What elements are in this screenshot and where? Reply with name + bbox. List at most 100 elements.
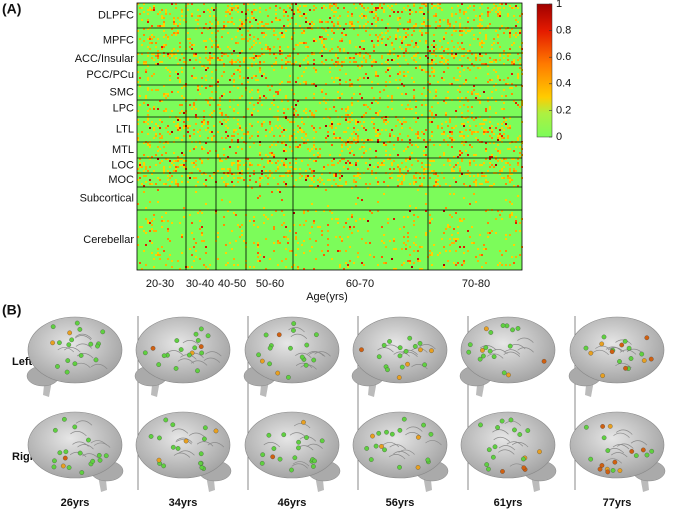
heatmap-cell (251, 77, 253, 79)
heatmap-cell (337, 28, 339, 30)
heatmap-cell (237, 146, 239, 148)
heatmap-cell (137, 139, 139, 141)
heatmap-cell (337, 17, 339, 19)
brain (351, 316, 448, 397)
heatmap-cell (355, 133, 357, 135)
heatmap-cell (227, 9, 229, 11)
heatmap-cell (265, 175, 267, 177)
heatmap-cell (175, 170, 177, 172)
heatmap-cell (513, 150, 515, 152)
heatmap-cell (369, 139, 371, 141)
heatmap-cell (487, 181, 489, 183)
heatmap-cell (377, 135, 379, 137)
heatmap-cell (443, 36, 445, 38)
node (50, 340, 55, 346)
heatmap-cell (257, 89, 259, 91)
heatmap-cell (431, 67, 433, 69)
heatmap-cell (225, 137, 227, 139)
heatmap-cell (391, 129, 393, 131)
heatmap-cell (489, 23, 491, 25)
heatmap-cell (499, 135, 501, 137)
heatmap-cell (455, 240, 457, 242)
heatmap-cell (333, 133, 335, 135)
heatmap-cell (233, 85, 235, 87)
heatmap-cell (291, 135, 293, 137)
heatmap-cell (497, 34, 499, 36)
heatmap-cell (339, 40, 341, 42)
heatmap-cell (317, 179, 319, 181)
heatmap-cell (469, 59, 471, 61)
heatmap-cell (203, 240, 205, 242)
heatmap-cell (369, 11, 371, 13)
heatmap-cell (515, 102, 517, 104)
heatmap-cell (333, 11, 335, 13)
heatmap-cell (205, 179, 207, 181)
heatmap-cell (207, 100, 209, 102)
heatmap-cell (351, 216, 353, 218)
heatmap-cell (183, 127, 185, 129)
heatmap-cell (389, 158, 391, 160)
heatmap-cell (423, 150, 425, 152)
heatmap-cell (485, 38, 487, 40)
sulcus (291, 463, 308, 469)
heatmap-cell (369, 183, 371, 185)
heatmap-cell (327, 224, 329, 226)
heatmap-cell (275, 57, 277, 59)
heatmap-cell (233, 131, 235, 133)
heatmap-cell (485, 148, 487, 150)
heatmap-cell (431, 264, 433, 266)
colorbar-tick-label: 0.6 (556, 51, 571, 63)
heatmap-cell (137, 71, 139, 73)
heatmap-cell (343, 131, 345, 133)
heatmap-cell (253, 224, 255, 226)
heatmap-cell (177, 129, 179, 131)
heatmap-cell (201, 212, 203, 214)
heatmap-cell (227, 5, 229, 7)
heatmap-cell (181, 11, 183, 13)
node (96, 453, 102, 458)
heatmap-cell (153, 106, 155, 108)
heatmap-cell (409, 9, 411, 11)
heatmap-cell (379, 133, 381, 135)
heatmap-cell (401, 181, 403, 183)
heatmap-cell (453, 228, 455, 230)
heatmap-cell (357, 137, 359, 139)
heatmap-cell (407, 135, 409, 137)
heatmap-cell (373, 7, 375, 9)
heatmap-cell (345, 142, 347, 144)
heatmap-cell (237, 133, 239, 135)
heatmap-cell (285, 144, 287, 146)
heatmap-cell (461, 264, 463, 266)
heatmap-cell (413, 30, 415, 32)
sulcus (406, 426, 423, 432)
heatmap-cell (511, 179, 513, 181)
heatmap-cell (443, 139, 445, 141)
heatmap-cell (141, 226, 143, 228)
heatmap-cell (517, 158, 519, 160)
node (198, 326, 204, 332)
heatmap-cell (137, 137, 139, 139)
heatmap-cell (443, 50, 445, 52)
heatmap-cell (287, 175, 289, 177)
heatmap-cell (459, 218, 461, 220)
heatmap-cell (415, 67, 417, 69)
heatmap-cell (223, 71, 225, 73)
heatmap-cell (139, 177, 141, 179)
heatmap-cell (191, 13, 193, 15)
heatmap-cell (353, 57, 355, 59)
sulcus (289, 432, 307, 438)
heatmap-cell (227, 135, 229, 137)
heatmap-cell (413, 183, 415, 185)
heatmap-cell (483, 133, 485, 135)
heatmap-cell (199, 57, 201, 59)
heatmap-cell (255, 79, 257, 81)
heatmap-cell (493, 59, 495, 61)
heatmap-cell (183, 135, 185, 137)
heatmap-cell (137, 3, 139, 5)
heatmap-cell (269, 160, 271, 162)
heatmap-cell (195, 59, 197, 61)
heatmap-cell (515, 36, 517, 38)
heatmap-cell (253, 108, 255, 110)
heatmap-cell (445, 59, 447, 61)
heatmap-cell (313, 97, 315, 99)
